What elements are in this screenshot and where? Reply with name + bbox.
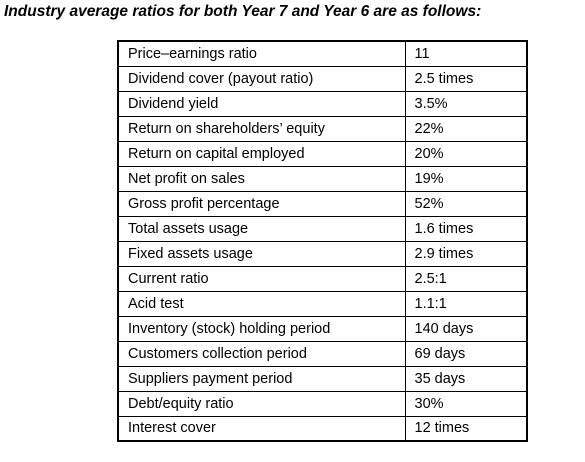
ratio-value: 1.6 times <box>404 215 528 242</box>
table-row: Acid test 1.1:1 <box>117 290 528 317</box>
ratio-value: 22% <box>404 115 528 142</box>
table-row: Interest cover 12 times <box>117 415 528 442</box>
table-row: Suppliers payment period 35 days <box>117 365 528 392</box>
table-row: Debt/equity ratio 30% <box>117 390 528 417</box>
ratio-name: Customers collection period <box>117 340 406 367</box>
ratio-value: 3.5% <box>404 90 528 117</box>
table-body: Price–earnings ratio 11 Dividend cover (pa… <box>117 40 528 442</box>
ratio-name: Interest cover <box>117 415 406 442</box>
ratio-name: Return on shareholders’ equity <box>117 115 406 142</box>
ratio-name: Current ratio <box>117 265 406 292</box>
table-row: Current ratio 2.5:1 <box>117 265 528 292</box>
ratio-value: 19% <box>404 165 528 192</box>
ratio-value: 12 times <box>404 415 528 442</box>
ratio-value: 11 <box>404 40 528 67</box>
ratio-name: Return on capital employed <box>117 140 406 167</box>
ratio-value: 2.5 times <box>404 65 528 92</box>
ratio-name: Inventory (stock) holding period <box>117 315 406 342</box>
ratio-name: Net profit on sales <box>117 165 406 192</box>
table-row: Total assets usage 1.6 times <box>117 215 528 242</box>
table-row: Net profit on sales 19% <box>117 165 528 192</box>
ratio-value: 2.9 times <box>404 240 528 267</box>
ratio-name: Debt/equity ratio <box>117 390 406 417</box>
table-row: Dividend yield 3.5% <box>117 90 528 117</box>
ratios-table: Price–earnings ratio 11 Dividend cover (pa… <box>117 40 528 442</box>
ratio-value: 20% <box>404 140 528 167</box>
table-row: Price–earnings ratio 11 <box>117 40 528 67</box>
ratio-name: Total assets usage <box>117 215 406 242</box>
table-row: Return on shareholders’ equity 22% <box>117 115 528 142</box>
table-row: Inventory (stock) holding period 140 days <box>117 315 528 342</box>
ratio-name: Gross profit percentage <box>117 190 406 217</box>
table-row: Gross profit percentage 52% <box>117 190 528 217</box>
ratio-name: Dividend yield <box>117 90 406 117</box>
ratio-value: 30% <box>404 390 528 417</box>
ratio-name: Price–earnings ratio <box>117 40 406 67</box>
table-row: Fixed assets usage 2.9 times <box>117 240 528 267</box>
ratio-value: 140 days <box>404 315 528 342</box>
ratio-name: Acid test <box>117 290 406 317</box>
ratio-value: 35 days <box>404 365 528 392</box>
table-row: Dividend cover (payout ratio) 2.5 times <box>117 65 528 92</box>
ratio-name: Fixed assets usage <box>117 240 406 267</box>
ratio-name: Suppliers payment period <box>117 365 406 392</box>
ratio-value: 52% <box>404 190 528 217</box>
table-row: Customers collection period 69 days <box>117 340 528 367</box>
ratio-value: 1.1:1 <box>404 290 528 317</box>
ratio-value: 2.5:1 <box>404 265 528 292</box>
ratio-value: 69 days <box>404 340 528 367</box>
table-row: Return on capital employed 20% <box>117 140 528 167</box>
heading: Industry average ratios for both Year 7 … <box>4 3 482 20</box>
ratio-name: Dividend cover (payout ratio) <box>117 65 406 92</box>
